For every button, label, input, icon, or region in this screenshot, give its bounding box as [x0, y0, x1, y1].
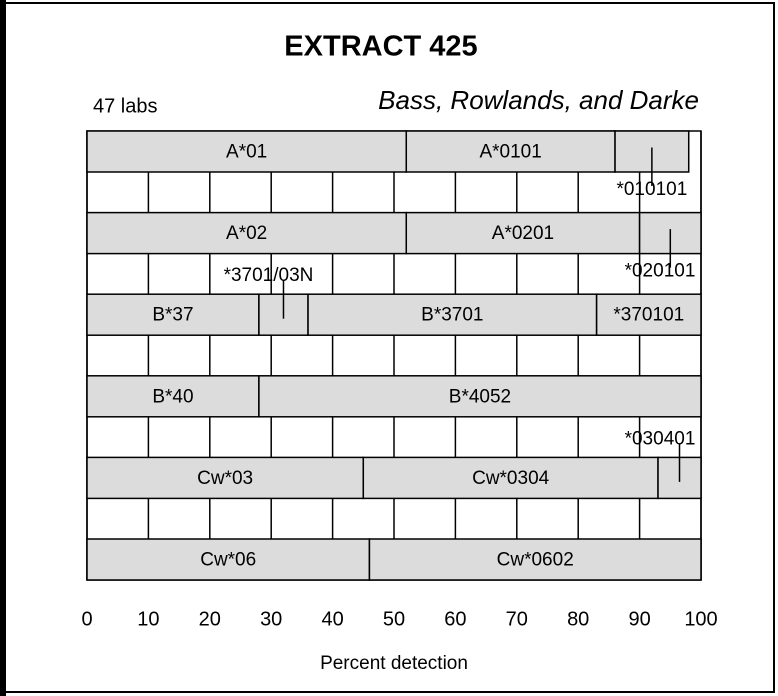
bar-segment [86, 538, 371, 581]
segment-label: *010101 [616, 179, 687, 200]
subtitle: Bass, Rowlands, and Darke [378, 85, 699, 115]
segment-label: B*37 [152, 305, 193, 326]
x-tick-label: 0 [81, 608, 92, 630]
segment-label: *3701/03N [224, 265, 314, 286]
x-tick-label: 10 [137, 608, 159, 630]
segment-label: Cw*0304 [472, 468, 550, 489]
segment-label: A*0201 [492, 223, 554, 244]
x-tick-label: 20 [199, 608, 221, 630]
segment-label: B*40 [152, 386, 193, 407]
x-tick-label: 40 [321, 608, 343, 630]
bar-segment [86, 211, 408, 255]
segment-label: A*01 [226, 142, 267, 163]
x-tick-label: 30 [260, 608, 282, 630]
segment-label: Cw*03 [197, 468, 253, 489]
bar-segment [86, 375, 260, 418]
x-tick-label: 90 [628, 608, 650, 630]
segment-label: B*4052 [449, 386, 511, 407]
segment-label: A*0101 [479, 142, 541, 163]
bar-segment [86, 456, 365, 500]
x-tick-label: 60 [444, 608, 466, 630]
segment-label: A*02 [226, 223, 267, 244]
bar-segment [307, 293, 598, 336]
segment-label: B*3701 [421, 305, 483, 326]
bar-segment [86, 293, 260, 336]
bar-segment [368, 538, 702, 581]
x-tick-label: 80 [567, 608, 589, 630]
x-tick-label: 100 [684, 608, 717, 630]
segment-label: *030401 [625, 428, 696, 449]
x-tick-label: 70 [506, 608, 528, 630]
bar-segment [405, 211, 641, 255]
bar-segment [362, 456, 659, 500]
left-edge [0, 0, 6, 696]
bar-segment [258, 375, 702, 418]
annotation: 47 labs [93, 95, 158, 117]
bar-segment [595, 293, 702, 336]
segment-label: Cw*06 [200, 550, 256, 571]
segment-label: *020101 [625, 261, 696, 282]
x-axis-label: Percent detection [320, 653, 468, 674]
x-tick-label: 50 [383, 608, 405, 630]
segment-label: Cw*0602 [497, 550, 574, 571]
chart-title: EXTRACT 425 [284, 31, 477, 63]
segment-label: *370101 [613, 305, 684, 326]
